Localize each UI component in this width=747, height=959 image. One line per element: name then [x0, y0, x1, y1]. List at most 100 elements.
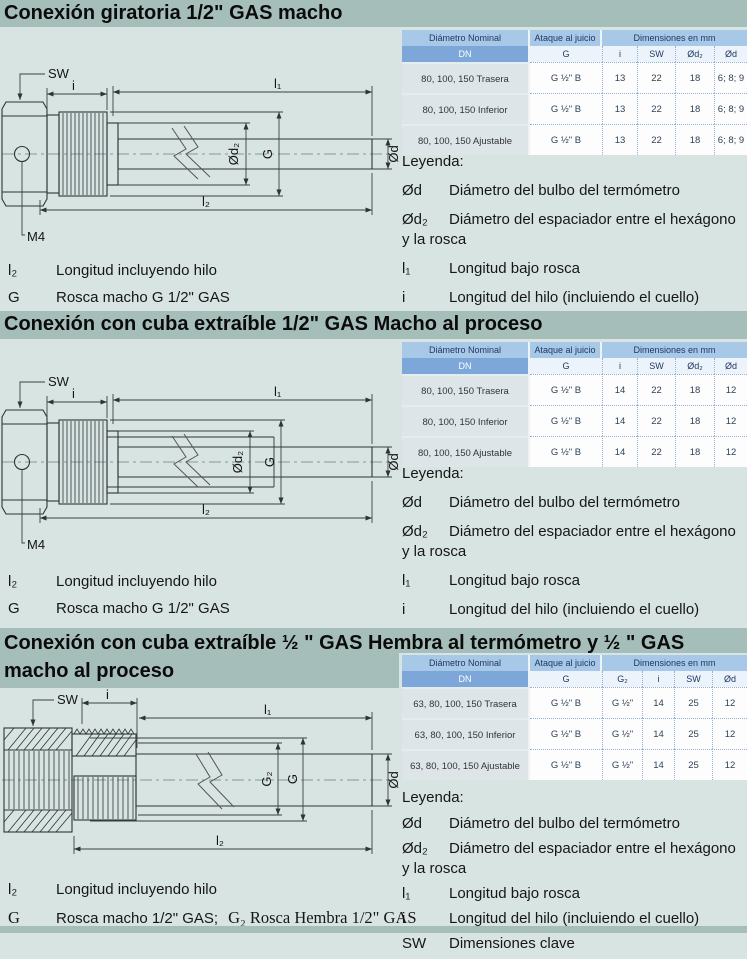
legend-item: l₁ Longitud bajo rosca — [402, 885, 580, 902]
table-header-cell: G — [530, 358, 602, 374]
section1-title: Conexión giratoria 1/2" GAS macho — [4, 2, 343, 24]
spec-table-3: Diámetro Nominal Ataque al juicio Dimens… — [402, 655, 747, 780]
table-cell: 13 — [602, 62, 637, 93]
dimension-lines — [17, 73, 392, 236]
dim-label-od: Ød — [386, 453, 400, 470]
table-cell: 6; 8; 9 — [714, 93, 747, 124]
table-cell: 25 — [674, 687, 712, 718]
technical-drawing-2: SW i l₁ Ød₂ G Ød l₂ M4 — [1, 374, 400, 552]
table-cell: 80, 100, 150 Inferior — [402, 405, 530, 436]
dim-label-l2: l₂ — [202, 502, 210, 517]
table-cell: 12 — [714, 374, 747, 405]
legend-item: l₁ Longitud bajo rosca — [402, 572, 580, 589]
table-cell: 80, 100, 150 Inferior — [402, 93, 530, 124]
section2-title-bar: Conexión con cuba extraíble 1/2" GAS Mac… — [0, 311, 747, 339]
table-cell: 22 — [637, 405, 675, 436]
table-header-cell: G₂ — [602, 671, 642, 687]
table-header-cell: Dimensiones en mm — [602, 342, 747, 358]
dim-label-sw: SW — [57, 692, 79, 707]
dim-label-m4: M4 — [27, 537, 45, 552]
table-cell: 13 — [602, 93, 637, 124]
dim-label-l2: l₂ — [216, 833, 224, 848]
table-header-cell: DN — [402, 358, 530, 374]
male-thread-section — [71, 728, 137, 821]
table-cell: G ½" B — [530, 687, 602, 718]
dim-label-od: Ød — [386, 145, 400, 162]
table-header-cell: i — [642, 671, 674, 687]
table-cell: 12 — [714, 436, 747, 467]
table-cell: 14 — [602, 405, 637, 436]
table-cell: 63, 80, 100, 150 Inferior — [402, 718, 530, 749]
table-cell: 12 — [712, 718, 747, 749]
dim-label-sw: SW — [48, 66, 70, 81]
break-symbol — [195, 751, 235, 810]
table-cell: 25 — [674, 718, 712, 749]
break-symbol — [171, 433, 211, 488]
table-cell: G ½" B — [530, 62, 602, 93]
legend-item: G Rosca macho 1/2" GAS; G₂ Rosca Hembra 1/… — [8, 908, 417, 927]
legend-title: Leyenda: — [402, 465, 464, 482]
legend-item: Ød Diámetro del bulbo del termómetro — [402, 494, 680, 511]
next-section-bar-edge — [0, 926, 747, 933]
table-cell: 6; 8; 9 — [714, 62, 747, 93]
legend-item: l₂ Longitud incluyendo hilo — [8, 881, 217, 898]
legend-item: G Rosca macho G 1/2" GAS — [8, 600, 230, 617]
table-cell: 14 — [642, 718, 674, 749]
table-cell: 80, 100, 150 Ajustable — [402, 124, 530, 155]
table-cell: G ½" — [602, 718, 642, 749]
table-header-cell: Dimensiones en mm — [602, 655, 747, 671]
legend-item: Ød Diámetro del bulbo del termómetro — [402, 815, 680, 832]
lock-screw-hole — [13, 453, 31, 471]
table-header-cell: i — [602, 46, 637, 62]
table-cell: 12 — [714, 405, 747, 436]
table-header-cell: Diámetro Nominal — [402, 30, 530, 46]
table-cell: 14 — [602, 436, 637, 467]
table-cell: 12 — [712, 687, 747, 718]
table-cell: 18 — [675, 374, 714, 405]
table-cell: G ½" B — [530, 93, 602, 124]
table-cell: 22 — [637, 93, 675, 124]
stem-and-well — [107, 436, 373, 488]
table-header-cell: Ød — [714, 358, 747, 374]
dim-label-m4: M4 — [27, 229, 45, 244]
spec-table-1: Diámetro Nominal Ataque al juicio Dimens… — [402, 30, 747, 155]
table-header-cell: Ataque al juicio — [530, 342, 602, 358]
legend-item: l₂ Longitud incluyendo hilo — [8, 573, 217, 590]
hex-nut — [1, 409, 48, 515]
legend-left-1: l₂ Longitud incluyendo hilo G Rosca macho … — [8, 262, 230, 316]
hex-nut — [1, 101, 48, 207]
table-header-cell: G — [530, 46, 602, 62]
dim-label-sw: SW — [48, 374, 70, 389]
legend-title: Leyenda: — [402, 153, 464, 170]
break-symbol — [171, 125, 211, 180]
legend-item: l₂ Longitud incluyendo hilo — [8, 262, 217, 279]
dim-label-l1: l₁ — [264, 702, 272, 717]
technical-drawing-1: SW i l₁ Ød₂ G Ød l₂ M4 — [1, 66, 400, 244]
table-header-cell: i — [602, 358, 637, 374]
legend-title: Leyenda: — [402, 789, 464, 806]
table-cell: G ½" B — [530, 718, 602, 749]
table-header-cell: Diámetro Nominal — [402, 655, 530, 671]
dim-label-i: i — [72, 386, 75, 401]
legend-item: Ød₂ Diámetro del espaciador entre el hexá… — [402, 840, 736, 877]
table-cell: 63, 80, 100, 150 Trasera — [402, 687, 530, 718]
dim-label-g: G — [262, 457, 277, 467]
table-cell: 14 — [642, 687, 674, 718]
dimension-lines — [30, 698, 392, 854]
table-cell: 80, 100, 150 Ajustable — [402, 436, 530, 467]
table-cell: G ½" — [602, 749, 642, 780]
dim-label-g: G — [260, 149, 275, 159]
table-cell: 18 — [675, 124, 714, 155]
table-cell: 18 — [675, 405, 714, 436]
table-cell: 22 — [637, 124, 675, 155]
table-cell: 80, 100, 150 Trasera — [402, 374, 530, 405]
table-header-cell: Diámetro Nominal — [402, 342, 530, 358]
section3-title: Conexión con cuba extraíble ½ " GAS Hemb… — [4, 632, 685, 682]
table-cell: 18 — [675, 93, 714, 124]
stem — [135, 753, 373, 807]
thread-section — [46, 111, 119, 197]
section1-title-bar: Conexión giratoria 1/2" GAS macho — [0, 0, 747, 27]
dim-label-i: i — [72, 78, 75, 93]
section2-title: Conexión con cuba extraíble 1/2" GAS Mac… — [4, 313, 543, 335]
